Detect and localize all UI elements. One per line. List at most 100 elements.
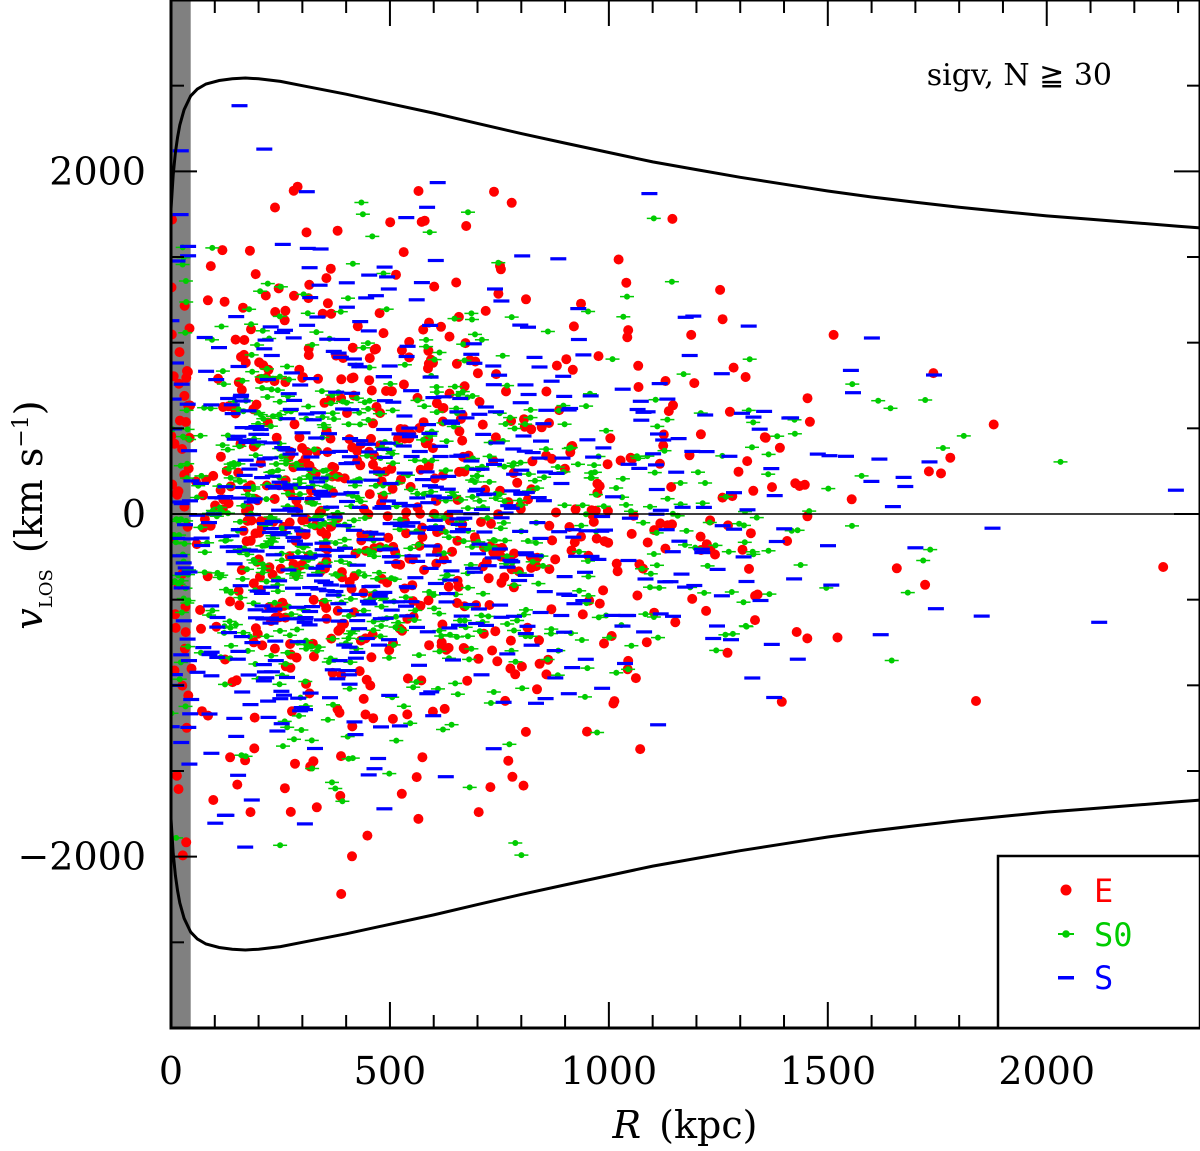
point-s: [296, 542, 313, 546]
point-s0: [791, 430, 798, 437]
point-e: [231, 675, 242, 686]
point-e: [748, 485, 759, 496]
point-s0: [259, 327, 266, 334]
point-s0: [478, 612, 485, 619]
point-s: [361, 273, 378, 277]
point-e: [439, 703, 450, 714]
point-s0: [455, 391, 462, 398]
point-s: [677, 585, 694, 589]
point-e: [429, 281, 440, 292]
point-e: [332, 225, 343, 236]
point-e: [404, 336, 415, 347]
point-s: [280, 568, 297, 572]
point-s: [271, 508, 288, 512]
point-s0: [271, 599, 278, 606]
point-s: [226, 545, 243, 549]
point-s0: [267, 514, 274, 520]
point-s: [513, 492, 530, 496]
point-s: [290, 696, 307, 700]
point-e: [655, 518, 666, 529]
point-s: [301, 623, 318, 627]
point-s0: [794, 527, 801, 534]
point-s: [726, 491, 742, 495]
point-s: [358, 636, 375, 641]
point-s: [211, 346, 227, 350]
point-e: [289, 419, 300, 430]
point-s0: [219, 442, 226, 449]
point-s: [297, 486, 314, 490]
point-s: [520, 325, 536, 329]
point-e: [599, 536, 610, 547]
point-e: [441, 644, 452, 655]
point-s0: [887, 405, 894, 412]
point-s: [181, 659, 197, 663]
point-s0: [184, 426, 191, 433]
point-s0: [362, 515, 368, 521]
point-s: [517, 573, 534, 577]
point-s0: [624, 293, 630, 300]
x-tick-labels: 0 500 1000 1500 2000: [159, 1049, 1095, 1093]
point-s0: [606, 634, 613, 641]
point-s: [359, 599, 376, 603]
point-s0: [365, 416, 372, 423]
point-s: [388, 600, 405, 604]
point-s: [301, 266, 318, 270]
point-s: [308, 566, 325, 570]
point-s0: [207, 405, 214, 412]
point-s: [268, 486, 284, 490]
point-e: [294, 432, 305, 443]
point-s0: [285, 490, 291, 497]
point-s0: [858, 472, 865, 479]
point-e: [945, 452, 956, 463]
point-s0: [517, 459, 524, 466]
point-s: [328, 390, 345, 394]
point-e: [230, 334, 241, 345]
point-s: [420, 501, 437, 505]
point-s: [229, 657, 246, 661]
point-s: [533, 439, 549, 443]
point-s0: [177, 462, 184, 469]
point-s: [379, 499, 396, 503]
point-e: [598, 585, 609, 596]
point-s0: [283, 460, 289, 467]
point-e: [503, 755, 514, 766]
point-s: [709, 624, 725, 628]
point-e: [205, 261, 216, 272]
point-s0: [652, 396, 659, 403]
point-s: [620, 613, 637, 618]
point-s0: [176, 676, 183, 683]
point-e: [776, 696, 787, 707]
point-s0: [224, 432, 231, 439]
point-s0: [478, 336, 485, 343]
point-s: [207, 496, 224, 500]
point-s: [548, 471, 565, 475]
legend-marker-s0: [1062, 930, 1070, 938]
point-s0: [329, 410, 336, 417]
point-e: [232, 779, 243, 790]
point-e: [411, 772, 422, 783]
point-s: [349, 563, 366, 567]
point-e: [551, 507, 561, 518]
point-s0: [578, 637, 585, 643]
point-s0: [440, 550, 447, 557]
point-s0: [341, 536, 348, 543]
point-e: [354, 666, 365, 677]
point-s: [447, 509, 464, 513]
point-s: [336, 643, 353, 647]
point-e: [794, 481, 805, 491]
point-s0: [224, 446, 231, 453]
point-s: [315, 564, 332, 568]
point-s: [633, 418, 650, 422]
point-s: [437, 775, 454, 779]
point-s: [282, 407, 299, 411]
point-s0: [293, 575, 300, 582]
point-s0: [198, 472, 205, 479]
point-s0: [650, 215, 657, 222]
point-s0: [276, 681, 283, 688]
point-s: [620, 558, 637, 563]
point-e: [423, 595, 434, 606]
point-s: [550, 257, 567, 261]
point-s: [302, 691, 319, 695]
point-s: [547, 676, 564, 680]
point-s: [484, 556, 501, 560]
